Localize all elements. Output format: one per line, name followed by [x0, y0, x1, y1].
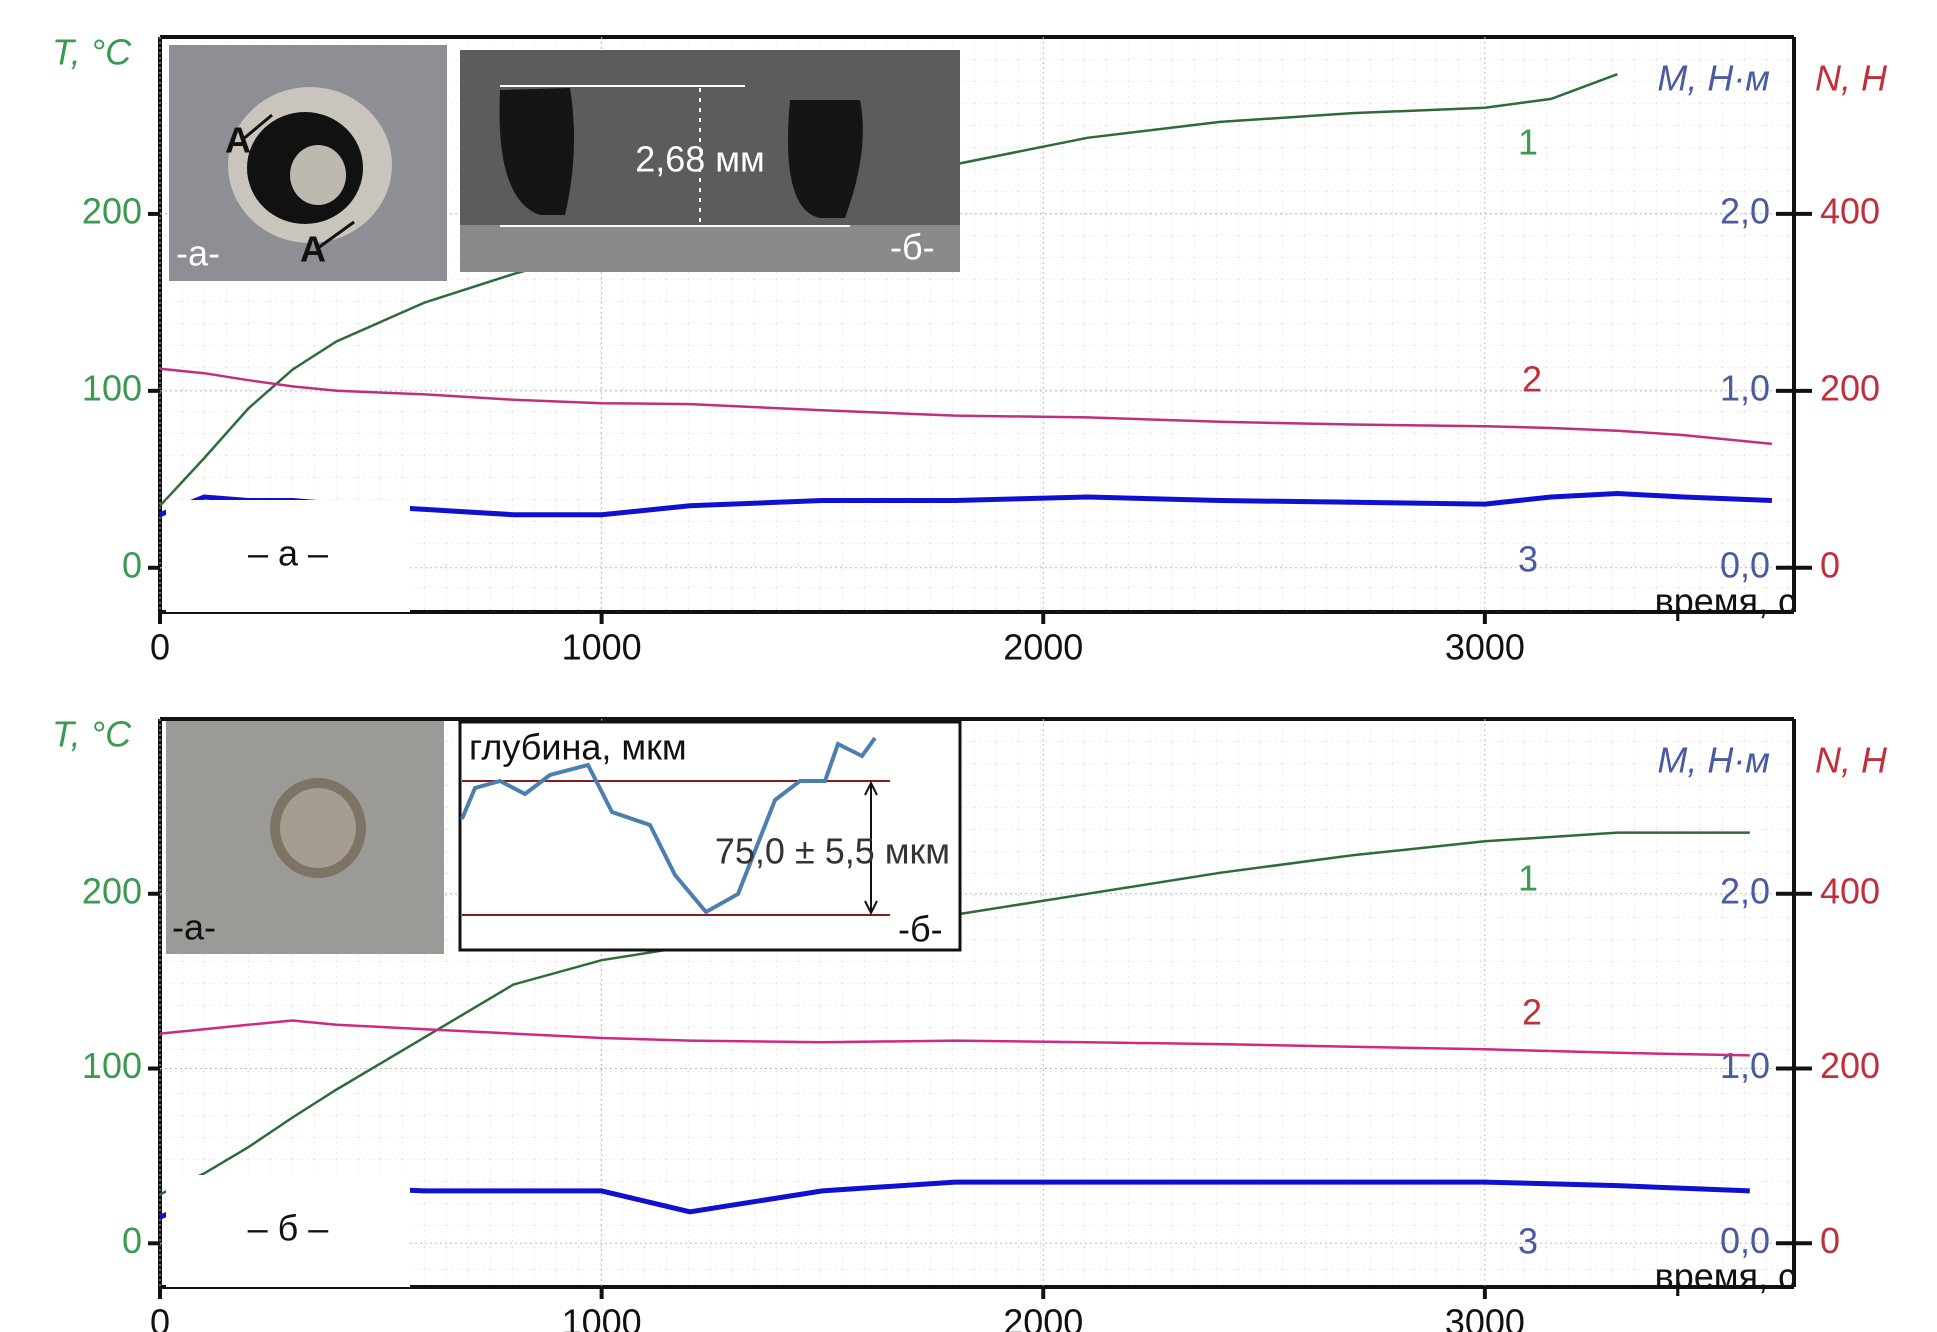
- y2-tick-label: 2,0: [1720, 870, 1770, 911]
- x-tick-label: 3000: [1445, 627, 1525, 668]
- panel-label: – а –: [248, 533, 328, 574]
- y3-tick-label: 0: [1820, 544, 1840, 585]
- y2-tick-label: 1,0: [1720, 367, 1770, 408]
- x-tick-label: 0: [150, 627, 170, 668]
- y-tick-label: 200: [82, 190, 142, 231]
- series-line: [159, 1019, 1750, 1057]
- depth-label: 2,68 мм: [635, 139, 765, 180]
- y-tick-label: 0: [122, 544, 142, 585]
- y2-tick-label: 0,0: [1720, 544, 1770, 585]
- series-label: 1: [1518, 858, 1538, 899]
- x-axis-label: время, с: [1655, 1256, 1796, 1297]
- y-axis-label: T, °C: [52, 32, 132, 73]
- panel-label-box: [166, 500, 410, 612]
- y2-tick-label: 1,0: [1720, 1045, 1770, 1086]
- section-label: -б-: [898, 909, 943, 950]
- y-tick-label: 200: [82, 870, 142, 911]
- x-tick-label: 2000: [1003, 1302, 1083, 1332]
- series-label: 2: [1522, 992, 1542, 1033]
- profile-title: глубина, мкм: [469, 727, 687, 768]
- inset-photo: A A -а-: [169, 45, 447, 281]
- series-label: 3: [1518, 1221, 1538, 1262]
- y-axis-label: T, °C: [52, 714, 132, 755]
- inset-photo: -а-: [166, 721, 444, 954]
- y-tick-label: 0: [122, 1220, 142, 1261]
- y2-tick-label: 2,0: [1720, 190, 1770, 231]
- series-label: 1: [1518, 122, 1538, 163]
- series-label: 3: [1518, 539, 1538, 580]
- y-tick-label: 100: [82, 367, 142, 408]
- photo-label: -а-: [172, 907, 216, 948]
- y3-tick-label: 400: [1820, 870, 1880, 911]
- y-tick-label: 100: [82, 1045, 142, 1086]
- panel-label: – б –: [248, 1208, 329, 1249]
- photo-label: -а-: [176, 233, 220, 274]
- depth-label: 75,0 ± 5,5 мкм: [715, 831, 950, 872]
- inset-profile: глубина, мкм 75,0 ± 5,5 мкм -б-: [458, 720, 962, 952]
- x-tick-label: 2000: [1003, 627, 1083, 668]
- series-line: [159, 367, 1773, 446]
- x-tick-label: 3000: [1445, 1302, 1525, 1332]
- y2-tick-label: 0,0: [1720, 1220, 1770, 1261]
- inset-section: 2,68 мм -б-: [460, 50, 960, 272]
- y2-axis-label: M, Н·м: [1657, 740, 1770, 781]
- section-label: -б-: [890, 227, 935, 268]
- y3-tick-label: 200: [1820, 367, 1880, 408]
- y3-tick-label: 400: [1820, 190, 1880, 231]
- x-tick-label: 0: [150, 1302, 170, 1332]
- y3-tick-label: 200: [1820, 1045, 1880, 1086]
- y3-tick-label: 0: [1820, 1220, 1840, 1261]
- series-label: 2: [1522, 359, 1542, 400]
- x-tick-label: 1000: [562, 627, 642, 668]
- panel-label-box: [166, 1175, 410, 1287]
- x-tick-label: 1000: [562, 1302, 642, 1332]
- marker: A: [225, 120, 251, 161]
- x-axis-label: время, с: [1655, 581, 1796, 622]
- marker: A: [300, 229, 326, 270]
- y3-axis-label: N, Н: [1815, 740, 1888, 781]
- y3-axis-label: N, Н: [1815, 58, 1888, 99]
- y2-axis-label: M, Н·м: [1657, 58, 1770, 99]
